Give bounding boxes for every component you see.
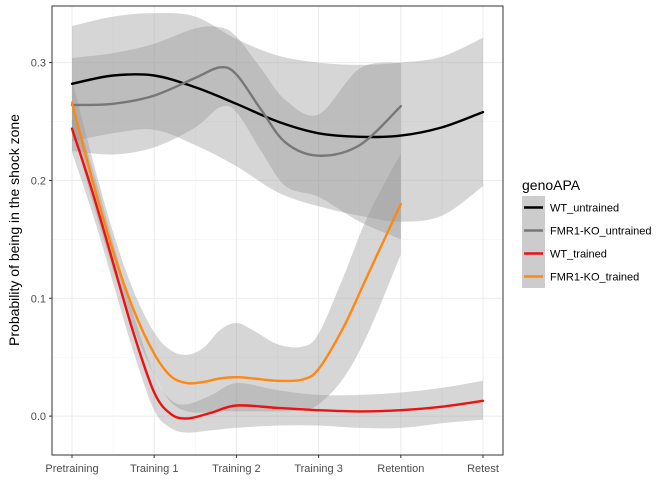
series-line-FMR1-KO_trained [70, 101, 402, 385]
x-tick-label: Training 2 [212, 463, 261, 475]
legend-item-FMR1-KO_untrained: FMR1-KO_untrained [522, 219, 652, 242]
confidence-band-WT_trained [72, 105, 483, 433]
x-tick-label: Retest [467, 463, 499, 475]
legend-label: WT_trained [550, 249, 607, 261]
confidence-band-FMR1-KO_trained [72, 79, 401, 413]
x-tick-label: Retention [377, 463, 424, 475]
legend-item-WT_trained: WT_trained [522, 242, 607, 265]
confidence-band-WT_untrained [72, 13, 483, 222]
series-lines [70, 65, 485, 420]
legend-title: genoAPA [522, 177, 581, 193]
legend-label: FMR1-KO_untrained [550, 226, 652, 238]
x-tick-label: Training 1 [130, 463, 179, 475]
legend: genoAPA WT_untrainedFMR1-KO_untrainedWT_… [522, 177, 652, 288]
y-tick-label: 0.3 [31, 58, 46, 70]
confidence-bands [72, 13, 483, 433]
x-axis: Pretraining Training 1 Training 2 Training … [45, 455, 499, 475]
series-line-WT_untrained [70, 73, 485, 139]
x-tick-label: Training 3 [294, 463, 343, 475]
legend-keys: WT_untrained FMR1-KO_untrained WT_trained F… [522, 196, 652, 288]
y-axis-title: Probability of being in the shock zone [6, 114, 22, 346]
grid [52, 6, 503, 455]
confidence-band-FMR1-KO_untrained [72, 26, 401, 240]
legend-label: WT_untrained [550, 203, 619, 215]
legend-item-WT_untrained: WT_untrained [522, 196, 619, 219]
y-tick-label: 0.0 [31, 411, 46, 423]
y-tick-label: 0.2 [31, 175, 46, 187]
series-line-WT_trained [70, 127, 485, 420]
y-axis: 0.0 0.1 0.2 0.3 [31, 58, 52, 423]
x-tick-label: Pretraining [45, 463, 98, 475]
legend-item-FMR1-KO_trained: FMR1-KO_trained [522, 265, 639, 288]
y-tick-label: 0.1 [31, 293, 46, 305]
plot-border [51, 5, 504, 456]
legend-label: FMR1-KO_trained [550, 272, 639, 284]
series-line-FMR1-KO_untrained [70, 65, 402, 157]
